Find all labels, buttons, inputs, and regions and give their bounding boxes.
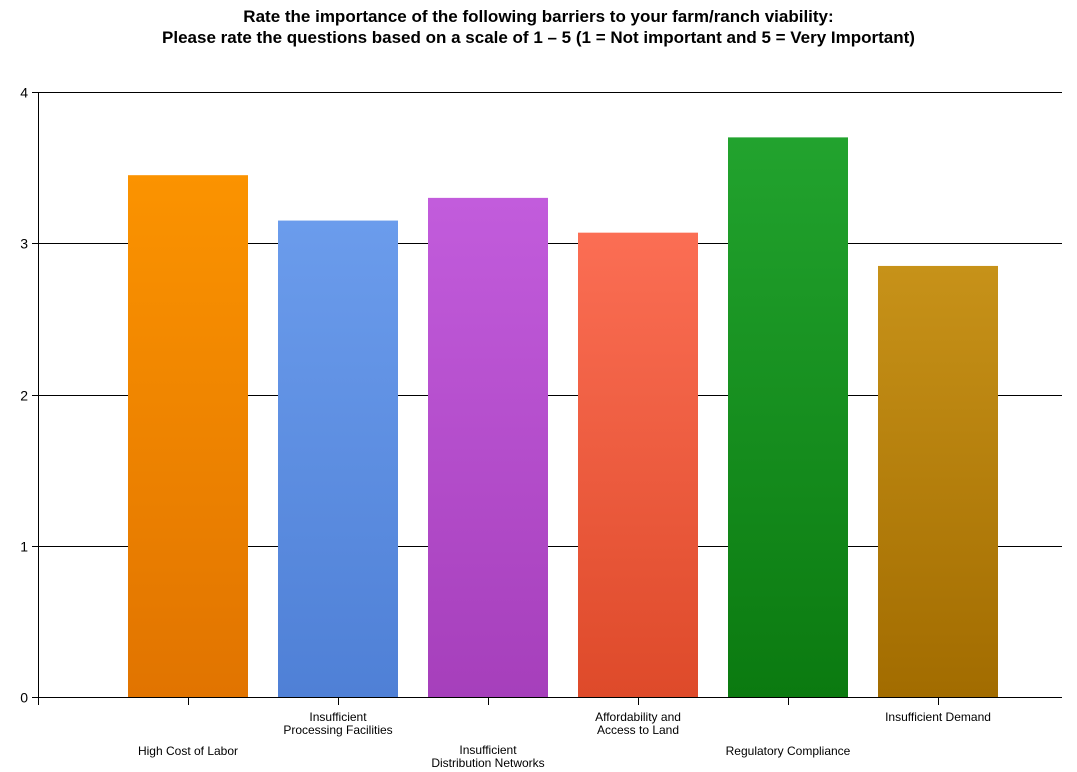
x-category-label-2-line-2: Processing Facilities xyxy=(283,723,392,737)
y-tick-label-1: 1 xyxy=(20,539,28,555)
x-category-label-6-line-1: Insufficient Demand xyxy=(885,710,991,724)
bar-3 xyxy=(428,197,548,697)
x-category-label-3-line-1: Insufficient xyxy=(459,743,517,757)
x-category-label-3-line-2: Distribution Networks xyxy=(431,756,544,770)
y-tick-label-3: 3 xyxy=(20,236,28,252)
y-tick-label-0: 0 xyxy=(20,690,28,706)
chart-subtitle: Please rate the questions based on a sca… xyxy=(162,28,915,47)
chart-title: Rate the importance of the following bar… xyxy=(243,7,834,26)
chart-title-block: Rate the importance of the following bar… xyxy=(0,6,1077,48)
y-tick-label-2: 2 xyxy=(20,388,28,404)
bar-6 xyxy=(878,265,998,697)
y-tick-label-4: 4 xyxy=(20,85,28,101)
x-category-label-4-line-1: Affordability and xyxy=(595,710,681,724)
x-category-label-1-line-1: High Cost of Labor xyxy=(138,744,238,758)
x-category-label-4-line-2: Access to Land xyxy=(597,723,679,737)
bar-2 xyxy=(278,220,398,697)
x-category-label-2-line-1: Insufficient xyxy=(309,710,367,724)
x-category-label-5-line-1: Regulatory Compliance xyxy=(726,744,851,758)
bar-5 xyxy=(728,137,848,697)
bar-4 xyxy=(578,232,698,697)
bar-1 xyxy=(128,175,248,697)
